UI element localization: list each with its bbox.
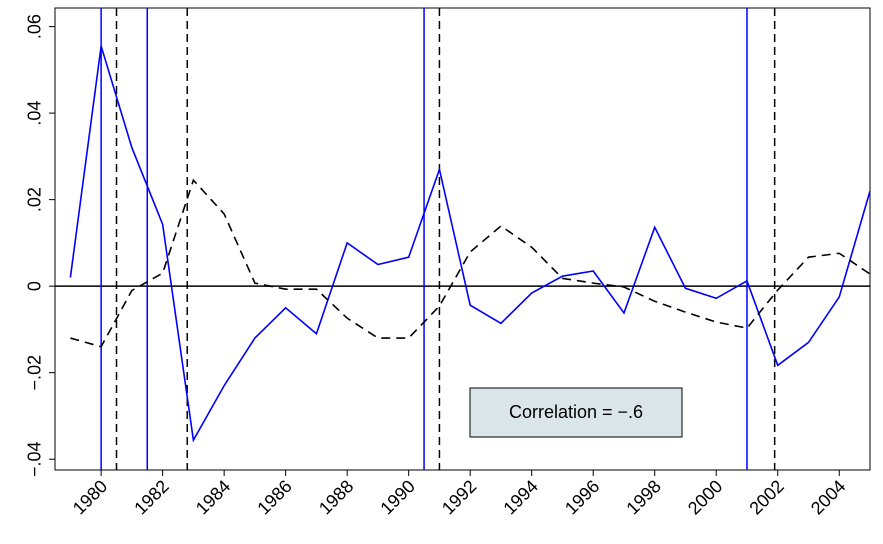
x-tick-label: 1984 [192, 476, 234, 518]
x-tick-label: 1988 [315, 476, 357, 518]
x-tick-label: 1982 [130, 476, 172, 518]
annotation: Correlation = −.6 [509, 402, 643, 422]
x-tick-label: 2000 [684, 476, 726, 518]
y-tick-label: 0 [25, 281, 45, 291]
x-tick-label: 1986 [253, 476, 295, 518]
x-tick-label: 1994 [499, 476, 541, 518]
plot-frame [54, 7, 871, 471]
y-tick-label: −.02 [25, 355, 45, 391]
x-tick-label: 1980 [69, 476, 111, 518]
x-tick-label: 1998 [622, 476, 664, 518]
series-line [70, 178, 871, 348]
x-tick-label: 2002 [745, 476, 787, 518]
annotation-box [469, 387, 683, 438]
y-tick-label: .06 [25, 14, 45, 39]
series-line [69, 45, 871, 443]
x-tick-label: 1996 [561, 476, 603, 518]
x-tick-label: 1992 [438, 476, 480, 518]
y-tick-label: .02 [25, 187, 45, 212]
y-tick-label: −.04 [25, 441, 45, 477]
y-tick-label: .04 [25, 101, 45, 126]
x-tick-label: 1990 [376, 476, 418, 518]
x-tick-label: 2004 [807, 476, 849, 518]
